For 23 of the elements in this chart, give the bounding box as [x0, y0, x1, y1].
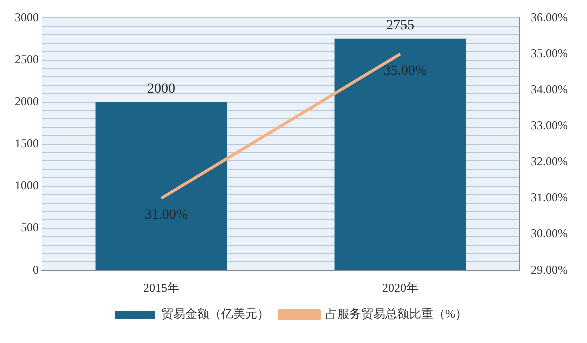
y-tick-label: 500	[21, 220, 39, 235]
y-tick-label: 1000	[15, 178, 39, 193]
y-tick-label: 2000	[15, 94, 39, 108]
x-tick-label: 2015年	[144, 280, 180, 295]
y2-tick-label: 32.00%	[531, 154, 568, 169]
y2-tick-label: 33.00%	[531, 118, 568, 133]
y2-tick-label: 35.00%	[531, 46, 568, 60]
y2-tick-label: 34.00%	[531, 82, 568, 96]
data-label: 31.00%	[144, 208, 188, 224]
y2-tick-label: 29.00%	[531, 262, 568, 277]
data-label: 2755	[386, 18, 415, 34]
legend-label: 占服务贸易总额比重（%）	[326, 307, 468, 322]
y-tick-label: 2500	[15, 52, 39, 66]
y-tick-label: 3000	[15, 10, 39, 24]
y2-tick-label: 31.00%	[531, 190, 568, 205]
data-label: 2000	[148, 82, 176, 98]
y2-tick-label: 36.00%	[531, 10, 568, 24]
data-label: 35.00%	[384, 64, 428, 79]
legend-label: 贸易金额（亿美元）	[162, 307, 270, 322]
y2-tick-label: 30.00%	[531, 226, 568, 241]
y-tick-label: 1500	[15, 136, 39, 151]
x-tick-label: 2020年	[382, 280, 419, 295]
y-tick-label: 0	[33, 262, 39, 277]
